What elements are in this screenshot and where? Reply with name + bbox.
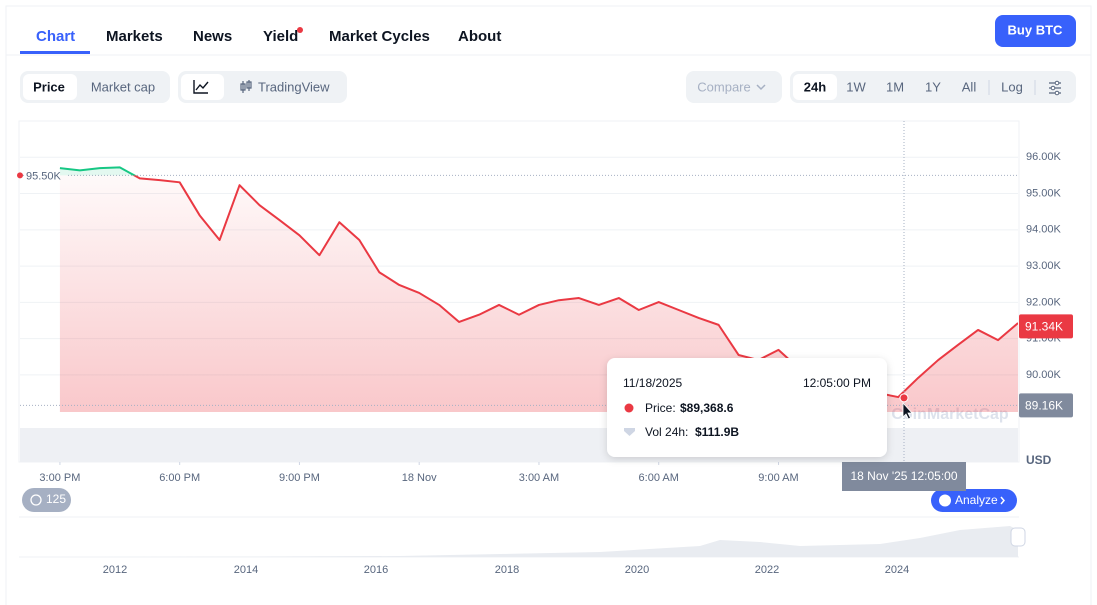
x-tick-label: 9:00 PM [279,472,320,484]
range-tab[interactable]: 1Y [925,79,941,94]
navigator-years: 2012 2014 2016 2018 2020 2022 2024 [103,564,909,576]
price-tag-box [1019,314,1073,339]
notification-dot [297,27,303,33]
tooltip-time: 12:05:00 PM [803,376,871,390]
y-tick-label: 92.00K [1026,296,1062,308]
navigator-year: 2012 [103,564,127,576]
metric-tab[interactable]: Market cap [91,79,155,94]
range-tab[interactable]: All [962,79,977,94]
log-toggle[interactable]: Log [1001,79,1023,94]
history-badge[interactable] [22,488,71,512]
candle-icon[interactable] [240,80,252,93]
nav-tab[interactable]: Yield [263,28,298,45]
history-icon [30,494,42,506]
metric-active [23,74,77,100]
tooltip-box [607,358,887,457]
navigator-year: 2018 [495,564,519,576]
buy-button-text[interactable]: Buy BTC [1008,22,1064,37]
settings-icon [1054,80,1060,86]
navigator-year: 2014 [234,564,258,576]
tooltip-volume-icon [624,428,635,436]
metric-tab[interactable]: Price [33,79,65,94]
analyze-text[interactable]: Analyze [955,493,998,507]
price-tag-label: 89.16K [1025,399,1063,413]
compare-text[interactable]: Compare [697,79,750,94]
nav-tab[interactable]: Chart [36,28,75,45]
analyze-chevron [1000,496,1005,505]
range-group [790,71,1076,103]
navigator-handle[interactable] [1010,527,1026,547]
y-tick-label: 93.00K [1026,260,1062,272]
x-tick-label: 6:00 AM [639,472,679,484]
navigator-area [100,526,1018,557]
active-underline [20,51,90,54]
tooltip: 11/18/2025 12:05:00 PM Price: $89,368.6 … [607,358,887,457]
range-tab[interactable]: 1W [846,79,866,94]
navigator-year: 2016 [364,564,388,576]
nav-tab[interactable]: Markets [106,28,163,45]
navigator-year: 2022 [755,564,779,576]
chevron [756,84,766,91]
reference-label: 95.50K [26,170,62,182]
tooltip-date: 11/18/2025 [623,376,682,390]
navigator-year: 2020 [625,564,649,576]
x-tick-label: 3:00 AM [519,472,559,484]
x-tick-label: 18 Nov [402,472,437,484]
nav-tab[interactable]: Market Cycles [329,28,430,45]
price-area-up [59,167,135,176]
tooltip-price-dot [624,403,634,413]
tooltip-price-text: Price: [645,401,676,415]
y-tick-label: 94.00K [1026,224,1062,236]
toolbar: Price Market cap 24h 1W 1M 1Y All [33,79,976,94]
hover-dot [899,393,909,403]
range-tab[interactable]: 1M [886,79,904,94]
range-active [793,74,837,100]
y-tick-label: 95.00K [1026,187,1062,199]
compare-dropdown[interactable] [686,71,782,103]
y-tick-label: 90.00K [1026,369,1062,381]
tooltip-price: $89,368.6 [680,401,734,415]
x-tick-label: 9:00 AM [758,472,798,484]
y-tick-label: 96.00K [1026,151,1062,163]
settings-icon [1050,85,1056,91]
tradingview-tab[interactable]: TradingView [258,79,330,94]
tooltip-volume-text: Vol 24h: [645,425,688,439]
currency: USD [1026,453,1052,467]
line-icon[interactable] [193,80,209,94]
nav: Chart Markets News Yield Market Cycles About [20,27,501,54]
range-tab[interactable]: 24h [804,79,826,94]
crosshair-label-box [842,462,966,491]
buy-button[interactable] [995,15,1076,47]
price-area [59,175,1018,412]
settings-icon [1054,90,1060,96]
price-tag-box [1019,393,1073,418]
x-tick-label: 6:00 PM [159,472,200,484]
navigator-year: 2024 [885,564,909,576]
x-tick-label: 3:00 PM [39,472,80,484]
crosshair-label: 18 Nov '25 12:05:00 [850,469,957,483]
price-tag-label: 91.34K [1025,319,1063,333]
tooltip-volume: $111.9B [695,425,739,439]
nav-tab[interactable]: News [193,28,232,45]
history-count[interactable]: 125 [46,492,66,506]
analyze-icon [939,494,951,507]
reference-dot [17,172,23,179]
cursor [902,401,913,420]
nav-tab[interactable]: About [458,28,501,45]
analyze-button[interactable] [931,489,1017,512]
reference-label-box [24,167,68,184]
